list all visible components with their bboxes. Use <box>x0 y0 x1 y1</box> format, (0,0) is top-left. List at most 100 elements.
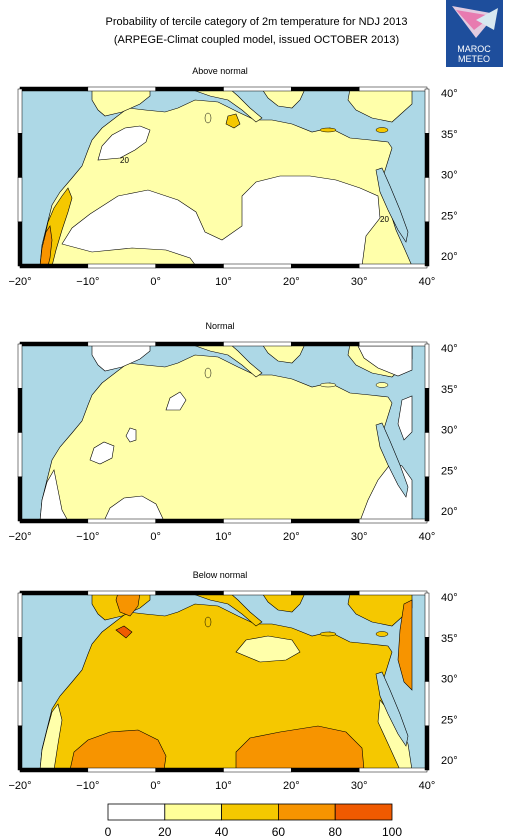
colorbar-segment <box>221 803 279 821</box>
figure-subtitle: (ARPEGE-Climat coupled model, issued OCT… <box>113 34 400 46</box>
colorbar-segment <box>107 803 166 821</box>
contour-20-40-light <box>235 635 301 663</box>
contour-0-20-south <box>61 175 381 267</box>
red-sea <box>375 671 409 747</box>
y-tick-label: 35° <box>441 633 458 645</box>
colorbar-segment <box>277 803 336 821</box>
x-tick-label: −10° <box>76 780 99 792</box>
x-tick-label: 0° <box>150 531 161 543</box>
frame-bar-top <box>87 86 156 92</box>
frame-bar-left <box>17 388 23 433</box>
frame-bar-top <box>87 590 156 596</box>
x-tick-label: −10° <box>76 276 99 288</box>
frame-bar-top <box>358 590 428 596</box>
y-tick-label: 25° <box>441 714 458 726</box>
frame-bar-bottom <box>19 263 89 269</box>
x-tick-label: 30° <box>351 531 368 543</box>
frame-bar-left <box>17 221 23 267</box>
frame-bar-bottom <box>87 767 156 773</box>
y-tick-label: 30° <box>441 674 458 686</box>
red-sea <box>375 422 409 498</box>
frame-bar-top <box>223 86 292 92</box>
y-tick-label: 25° <box>441 465 458 477</box>
y-tick-label: 25° <box>441 210 458 222</box>
frame-bar-left <box>17 476 23 522</box>
colorbar-segment <box>334 803 393 821</box>
frame-bar-bottom <box>87 263 156 269</box>
x-tick-label: 10° <box>215 780 232 792</box>
frame-bar-bottom <box>155 767 224 773</box>
map-title-above-normal: Above normal <box>192 66 248 76</box>
contour-40-60-spain <box>225 113 241 129</box>
frame-bar-bottom <box>155 518 224 524</box>
x-tick-label: 10° <box>215 531 232 543</box>
map-frames: −20° −10° 0° 10° 20° 30° 40° 40° 35° 30° 25° 20° −20… <box>8 86 458 792</box>
contour-0-20-libya <box>165 391 187 411</box>
y-tick-label: 20° <box>441 755 458 767</box>
frame-bar-bottom <box>291 518 360 524</box>
frame-bar-bottom <box>155 263 224 269</box>
y-tick-label: 20° <box>441 506 458 518</box>
frame-bar-top <box>155 341 224 347</box>
x-tick-label: 20° <box>283 276 300 288</box>
italy-land <box>189 88 263 123</box>
red-sea <box>375 167 409 243</box>
frame-bar-top <box>358 86 428 92</box>
frame-bar-top <box>223 341 292 347</box>
frame-bar-bottom <box>19 767 89 773</box>
frame-bar-bottom <box>358 263 428 269</box>
figure-title: Probability of tercile category of 2m te… <box>105 16 408 28</box>
frame-bar-top <box>87 341 156 347</box>
frame-bar-right <box>424 592 430 638</box>
frame-bar-left <box>17 432 23 477</box>
x-tick-label: 40° <box>419 531 436 543</box>
island-cyprus <box>375 127 389 133</box>
frame-bar-bottom <box>291 263 360 269</box>
frame-bar-left <box>17 177 23 222</box>
land-normal <box>39 354 413 522</box>
frame-bar-top <box>358 341 428 347</box>
europe-land <box>91 343 151 372</box>
island-cyprus <box>375 631 389 637</box>
europe-land <box>91 88 151 117</box>
frame-bar-left <box>17 592 23 638</box>
colorbar-tick-label: 40 <box>215 825 229 839</box>
island-sardinia <box>204 616 212 628</box>
map-below-normal <box>20 592 427 771</box>
y-tick-label: 40° <box>441 343 458 355</box>
island-crete <box>319 382 337 388</box>
colorbar: 0 20 40 60 80 100 <box>105 803 402 839</box>
frame-bar-bottom <box>291 767 360 773</box>
map-above-normal: 20 20 <box>20 88 427 267</box>
x-tick-label: 30° <box>351 780 368 792</box>
italy-land <box>189 343 263 378</box>
y-tick-label: 35° <box>441 384 458 396</box>
x-tick-label: 30° <box>351 276 368 288</box>
x-tick-label: 0° <box>150 780 161 792</box>
frame-bar-right <box>424 177 430 222</box>
contour-label: 20 <box>380 215 389 224</box>
x-tick-label: 0° <box>150 276 161 288</box>
contour-0-20-sahara <box>89 441 115 465</box>
y-tick-label: 20° <box>441 251 458 263</box>
frame-bar-bottom <box>223 518 292 524</box>
frame-bar-bottom <box>223 263 292 269</box>
turkey-land <box>347 592 413 627</box>
x-tick-label: 20° <box>283 780 300 792</box>
frame-bar-top <box>291 341 360 347</box>
island-sardinia <box>204 367 212 379</box>
frame-bar-top <box>19 341 89 347</box>
frame-bar-top <box>19 86 89 92</box>
frame-bar-bottom <box>19 518 89 524</box>
contour-80-100-spain-coast <box>115 625 133 639</box>
x-tick-label: 40° <box>419 780 436 792</box>
contour-60-80-southwest <box>69 729 167 771</box>
frame-bar-right <box>424 725 430 771</box>
map-title-normal: Normal <box>205 321 235 331</box>
y-tick-label: 40° <box>441 592 458 604</box>
colorbar-tick-label: 0 <box>105 825 112 839</box>
colorbar-tick-label: 100 <box>382 825 402 839</box>
frame-bar-right <box>424 388 430 433</box>
frame-bar-top <box>155 590 224 596</box>
